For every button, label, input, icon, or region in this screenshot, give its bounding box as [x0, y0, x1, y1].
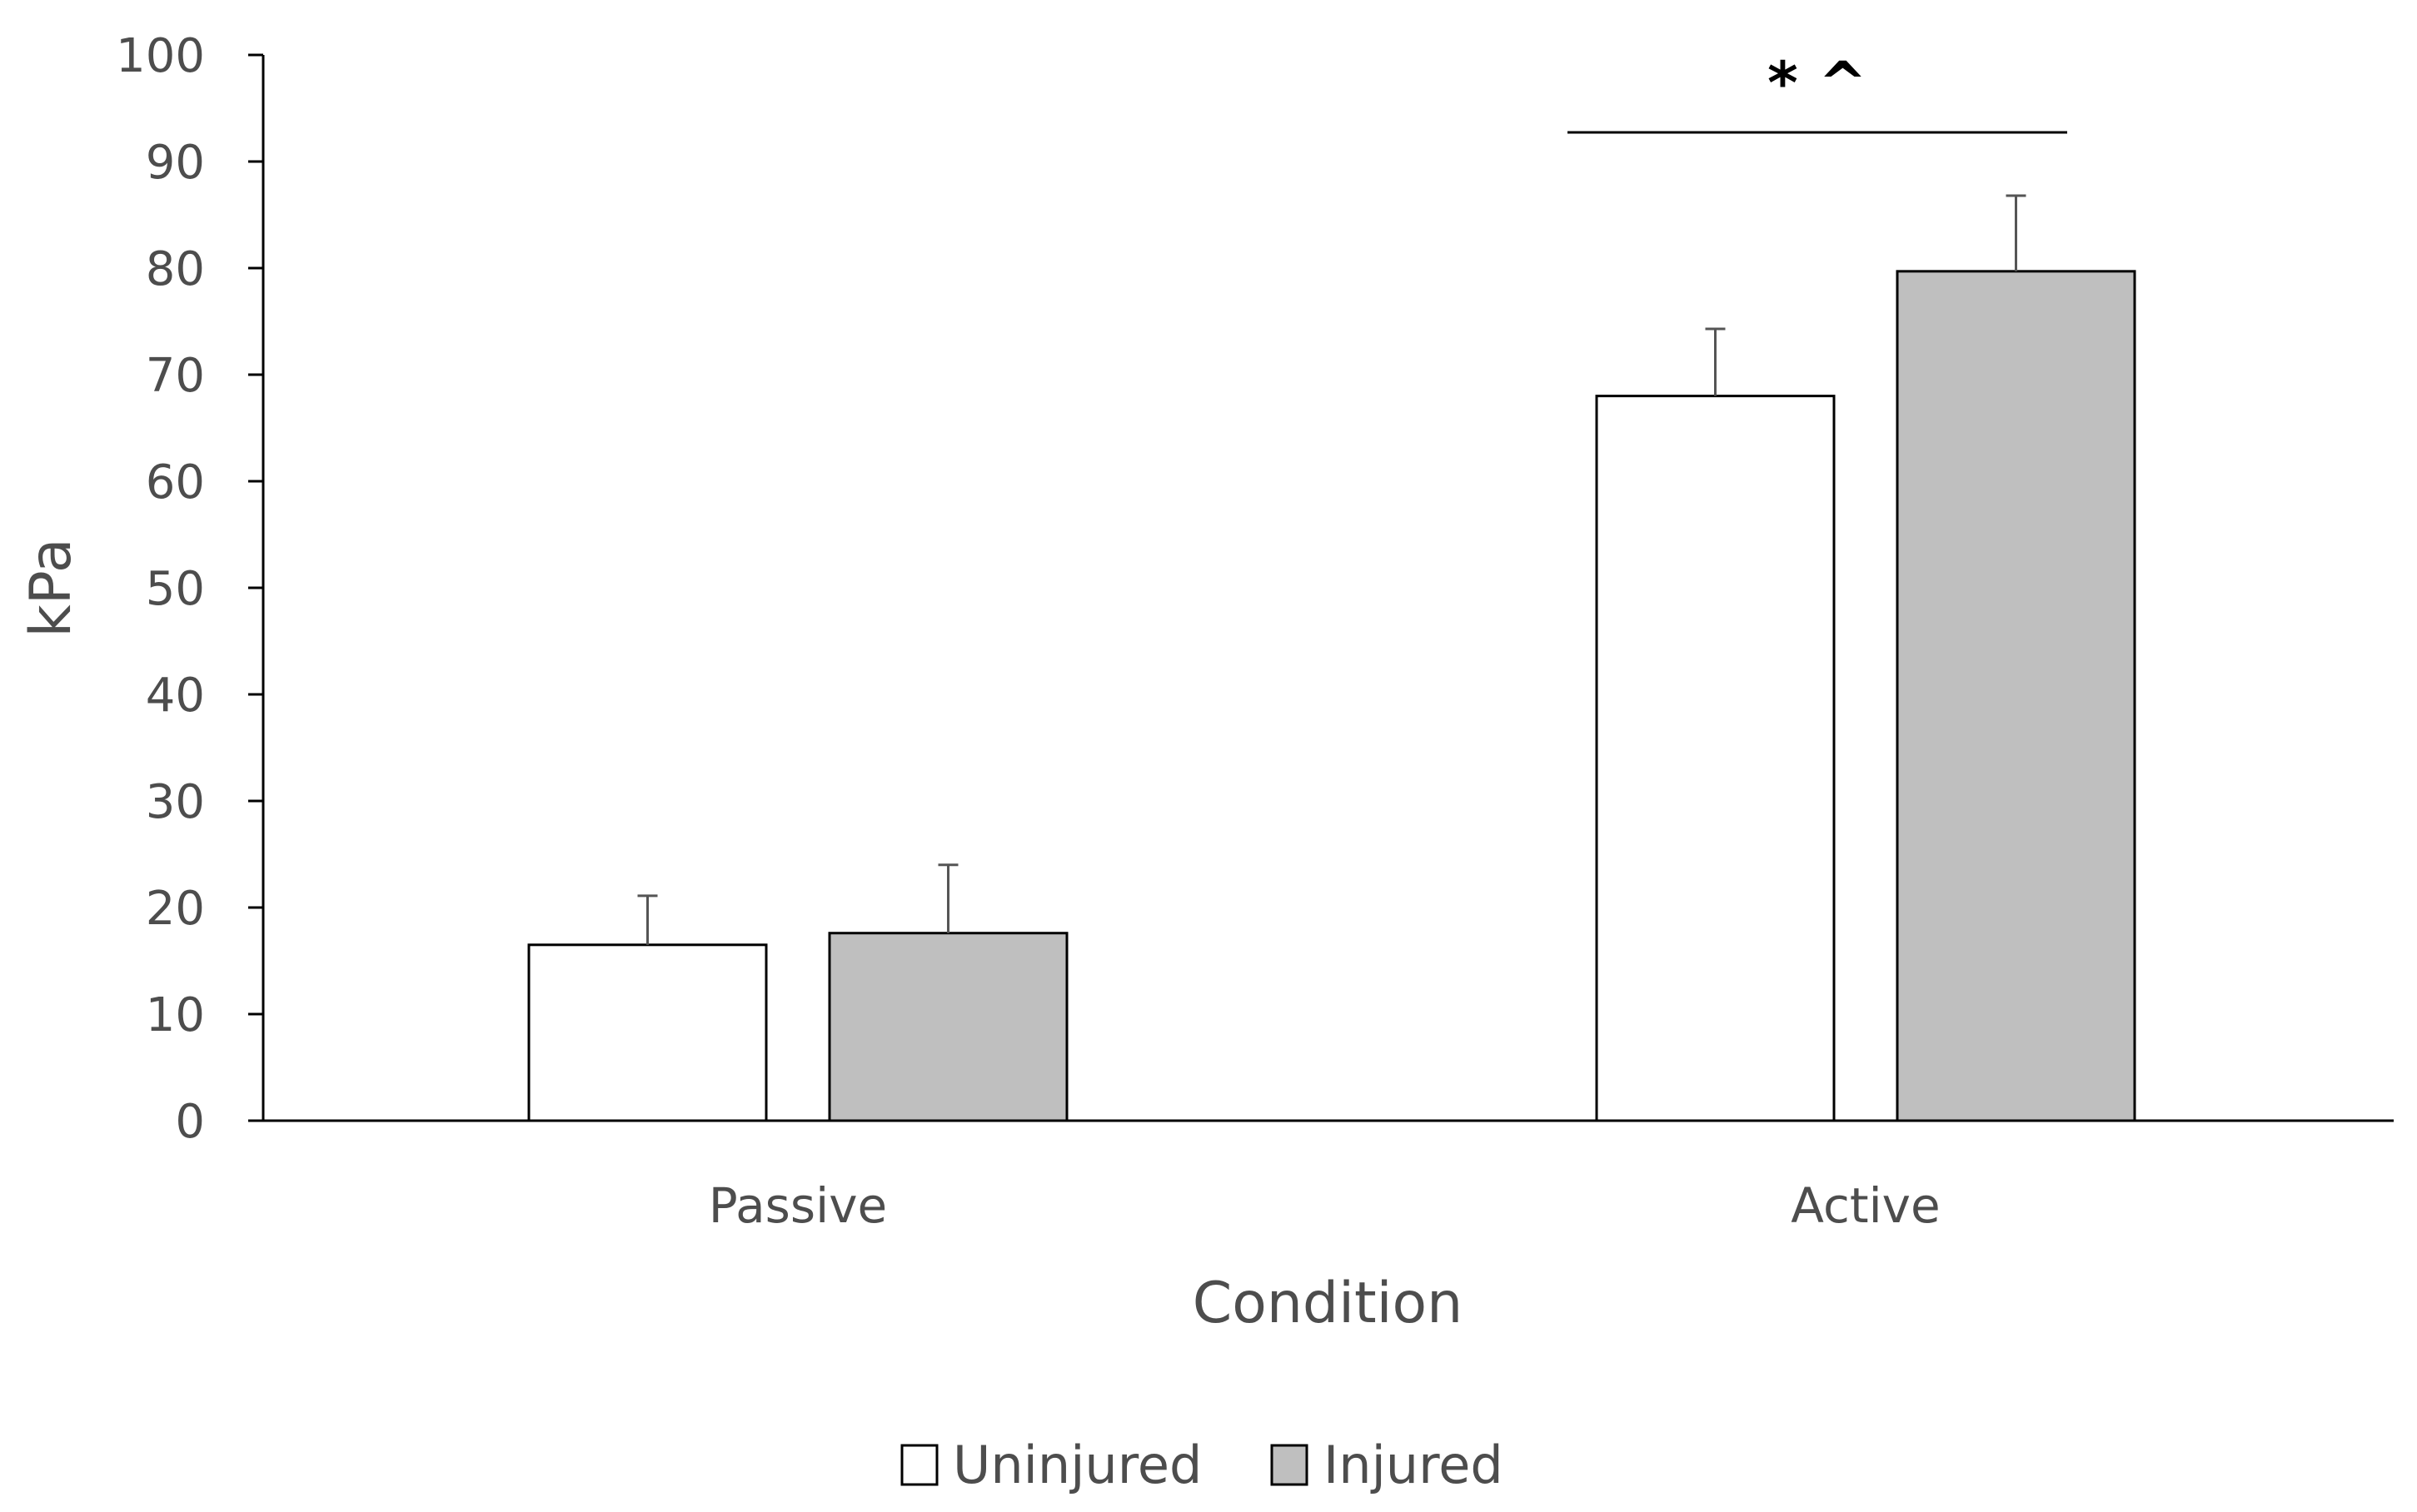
y-tick-label: 10: [146, 988, 205, 1042]
y-tick-label: 100: [116, 29, 205, 83]
y-tick-label: 0: [175, 1095, 205, 1149]
y-tick-label: 40: [146, 669, 205, 723]
legend-label-injured: Injured: [1323, 1435, 1503, 1495]
y-tick-label: 30: [146, 775, 205, 829]
bars: [527, 270, 2136, 1122]
legend-label-uninjured: Uninjured: [953, 1435, 1202, 1495]
legend-swatch-injured: [1270, 1444, 1308, 1486]
y-axis-ticks: 0 10 20 30 40 50 60 70 80 90 100: [116, 29, 263, 1149]
bar-injured-active: [1896, 270, 2136, 1122]
legend-swatch-uninjured: [900, 1444, 939, 1486]
x-tick-label-passive: Passive: [709, 1177, 887, 1234]
significance-marker: * ^: [1767, 49, 1867, 117]
error-bars: [637, 194, 2026, 945]
y-tick-label: 20: [146, 882, 205, 936]
y-tick-label: 60: [146, 455, 205, 510]
bar-uninjured-active: [1595, 395, 1836, 1122]
x-axis-title: Condition: [1193, 1271, 1463, 1336]
y-tick-label: 50: [146, 562, 205, 616]
y-tick-label: 70: [146, 349, 205, 403]
y-tick-label: 80: [146, 242, 205, 296]
legend: Uninjured Injured: [900, 1435, 1503, 1495]
bar-uninjured-passive: [527, 943, 768, 1122]
bar-injured-passive: [828, 932, 1069, 1122]
x-axis-category-labels: Passive Active: [709, 1177, 1941, 1234]
y-axis-title: kPa: [18, 539, 84, 638]
x-tick-label-active: Active: [1791, 1177, 1940, 1234]
y-tick-label: 90: [146, 136, 205, 190]
